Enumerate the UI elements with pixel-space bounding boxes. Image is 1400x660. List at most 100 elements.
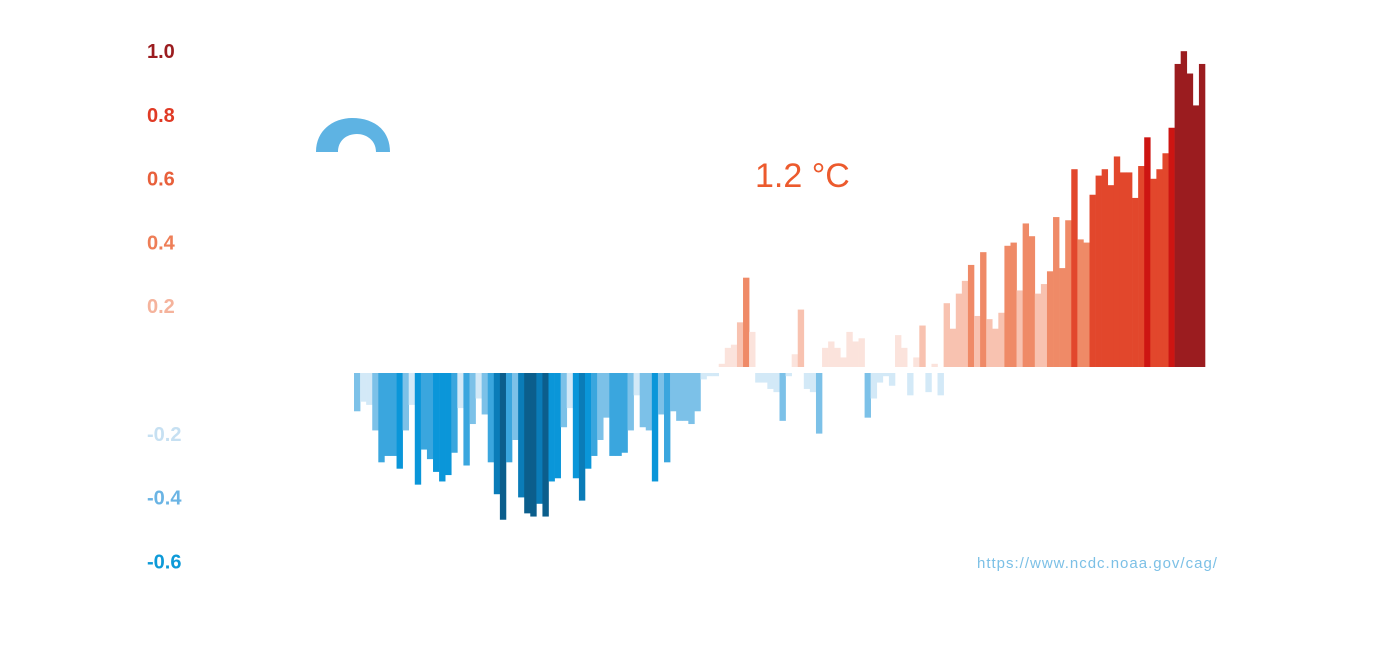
bar-series — [354, 51, 1206, 520]
bar-1889 — [408, 373, 416, 405]
bar-1951 — [785, 373, 792, 377]
bar-1974 — [925, 373, 932, 393]
bar-2007 — [1125, 172, 1133, 367]
bar-1900 — [475, 373, 482, 399]
bar-1936 — [694, 373, 701, 412]
bar-1891 — [420, 373, 428, 450]
y-tick-label: -0.4 — [147, 488, 182, 510]
bar-1916 — [572, 373, 580, 479]
bar-1926 — [633, 373, 640, 396]
bar-2000 — [1083, 242, 1090, 367]
y-tick-label: -0.6 — [147, 551, 181, 573]
bar-1918 — [584, 373, 592, 469]
bar-1933 — [676, 373, 683, 421]
bar-1931 — [664, 373, 671, 463]
bar-2017 — [1186, 73, 1194, 368]
bar-2006 — [1119, 172, 1127, 367]
bar-1998 — [1071, 169, 1078, 367]
bar-1938 — [706, 373, 713, 377]
y-tick-label: 1.0 — [147, 41, 175, 63]
bar-1967 — [882, 373, 890, 377]
bar-2016 — [1180, 51, 1188, 367]
bar-2002 — [1095, 175, 1102, 367]
bar-1993 — [1040, 284, 1048, 367]
bar-1920 — [597, 373, 604, 440]
bar-1910 — [536, 373, 543, 504]
source-url[interactable]: https://www.ncdc.noaa.gov/cag/ — [977, 555, 1218, 572]
bar-1964 — [864, 373, 871, 418]
bar-2001 — [1089, 194, 1096, 367]
bar-1994 — [1046, 271, 1054, 367]
y-tick-label: 0.4 — [147, 232, 176, 254]
bar-1962 — [852, 341, 859, 367]
bar-1972 — [913, 357, 920, 367]
bar-1978 — [949, 328, 957, 367]
bar-1904 — [499, 373, 507, 520]
bar-1911 — [542, 373, 549, 517]
bar-1887 — [396, 373, 403, 469]
bar-1956 — [815, 373, 823, 434]
bar-2019 — [1198, 63, 1206, 367]
bar-1981 — [967, 264, 975, 367]
bar-1985 — [992, 328, 999, 367]
bar-2014 — [1168, 127, 1175, 367]
bar-1954 — [803, 373, 811, 389]
bar-1988 — [1010, 242, 1017, 367]
bar-1905 — [505, 373, 513, 463]
bar-1969 — [894, 335, 902, 367]
bar-1934 — [682, 373, 689, 421]
bar-1970 — [901, 347, 908, 367]
bar-2010 — [1144, 137, 1151, 367]
bar-1975 — [931, 363, 938, 367]
bar-1940 — [718, 363, 726, 367]
bar-1980 — [961, 280, 969, 367]
bar-1930 — [657, 373, 665, 415]
bar-2013 — [1162, 153, 1169, 367]
bar-1982 — [974, 315, 981, 367]
bar-1966 — [876, 373, 884, 383]
bar-1884 — [378, 373, 385, 463]
logo-icon — [316, 118, 390, 152]
bar-2015 — [1174, 63, 1181, 367]
bar-1957 — [822, 347, 829, 367]
bar-1917 — [578, 373, 586, 501]
bar-1944 — [743, 277, 750, 367]
bar-1961 — [846, 331, 853, 367]
bar-1890 — [414, 373, 422, 485]
bar-1949 — [773, 373, 780, 393]
bar-2008 — [1132, 197, 1139, 367]
bar-1909 — [530, 373, 537, 517]
bar-2005 — [1113, 156, 1121, 367]
y-tick-label: 0.8 — [147, 105, 175, 127]
bar-2011 — [1150, 178, 1157, 367]
bar-1880 — [354, 373, 361, 412]
bar-1937 — [700, 373, 707, 380]
bar-1971 — [907, 373, 914, 396]
bar-1948 — [767, 373, 774, 389]
bar-1950 — [779, 373, 786, 421]
bar-1885 — [384, 373, 391, 456]
bar-2009 — [1138, 166, 1145, 367]
bar-1897 — [457, 373, 464, 409]
bar-1997 — [1065, 220, 1072, 367]
bar-1984 — [986, 319, 993, 367]
bar-1913 — [554, 373, 561, 479]
bar-1899 — [469, 373, 476, 425]
bar-1968 — [888, 373, 896, 386]
bar-1990 — [1022, 223, 1030, 367]
bar-2018 — [1192, 105, 1200, 368]
bar-1943 — [736, 322, 744, 367]
bar-1945 — [749, 331, 756, 367]
bar-1939 — [712, 373, 720, 377]
bar-1914 — [560, 373, 568, 428]
anomaly-annotation: 1.2 °C — [755, 157, 850, 195]
bar-1896 — [451, 373, 458, 453]
bar-1965 — [870, 373, 878, 399]
bar-1924 — [621, 373, 628, 453]
bar-1963 — [858, 338, 865, 367]
bar-1915 — [566, 373, 574, 409]
bar-1894 — [439, 373, 446, 482]
bar-1996 — [1059, 268, 1066, 367]
bar-1881 — [360, 373, 367, 402]
arch-logo-icon — [316, 118, 390, 152]
